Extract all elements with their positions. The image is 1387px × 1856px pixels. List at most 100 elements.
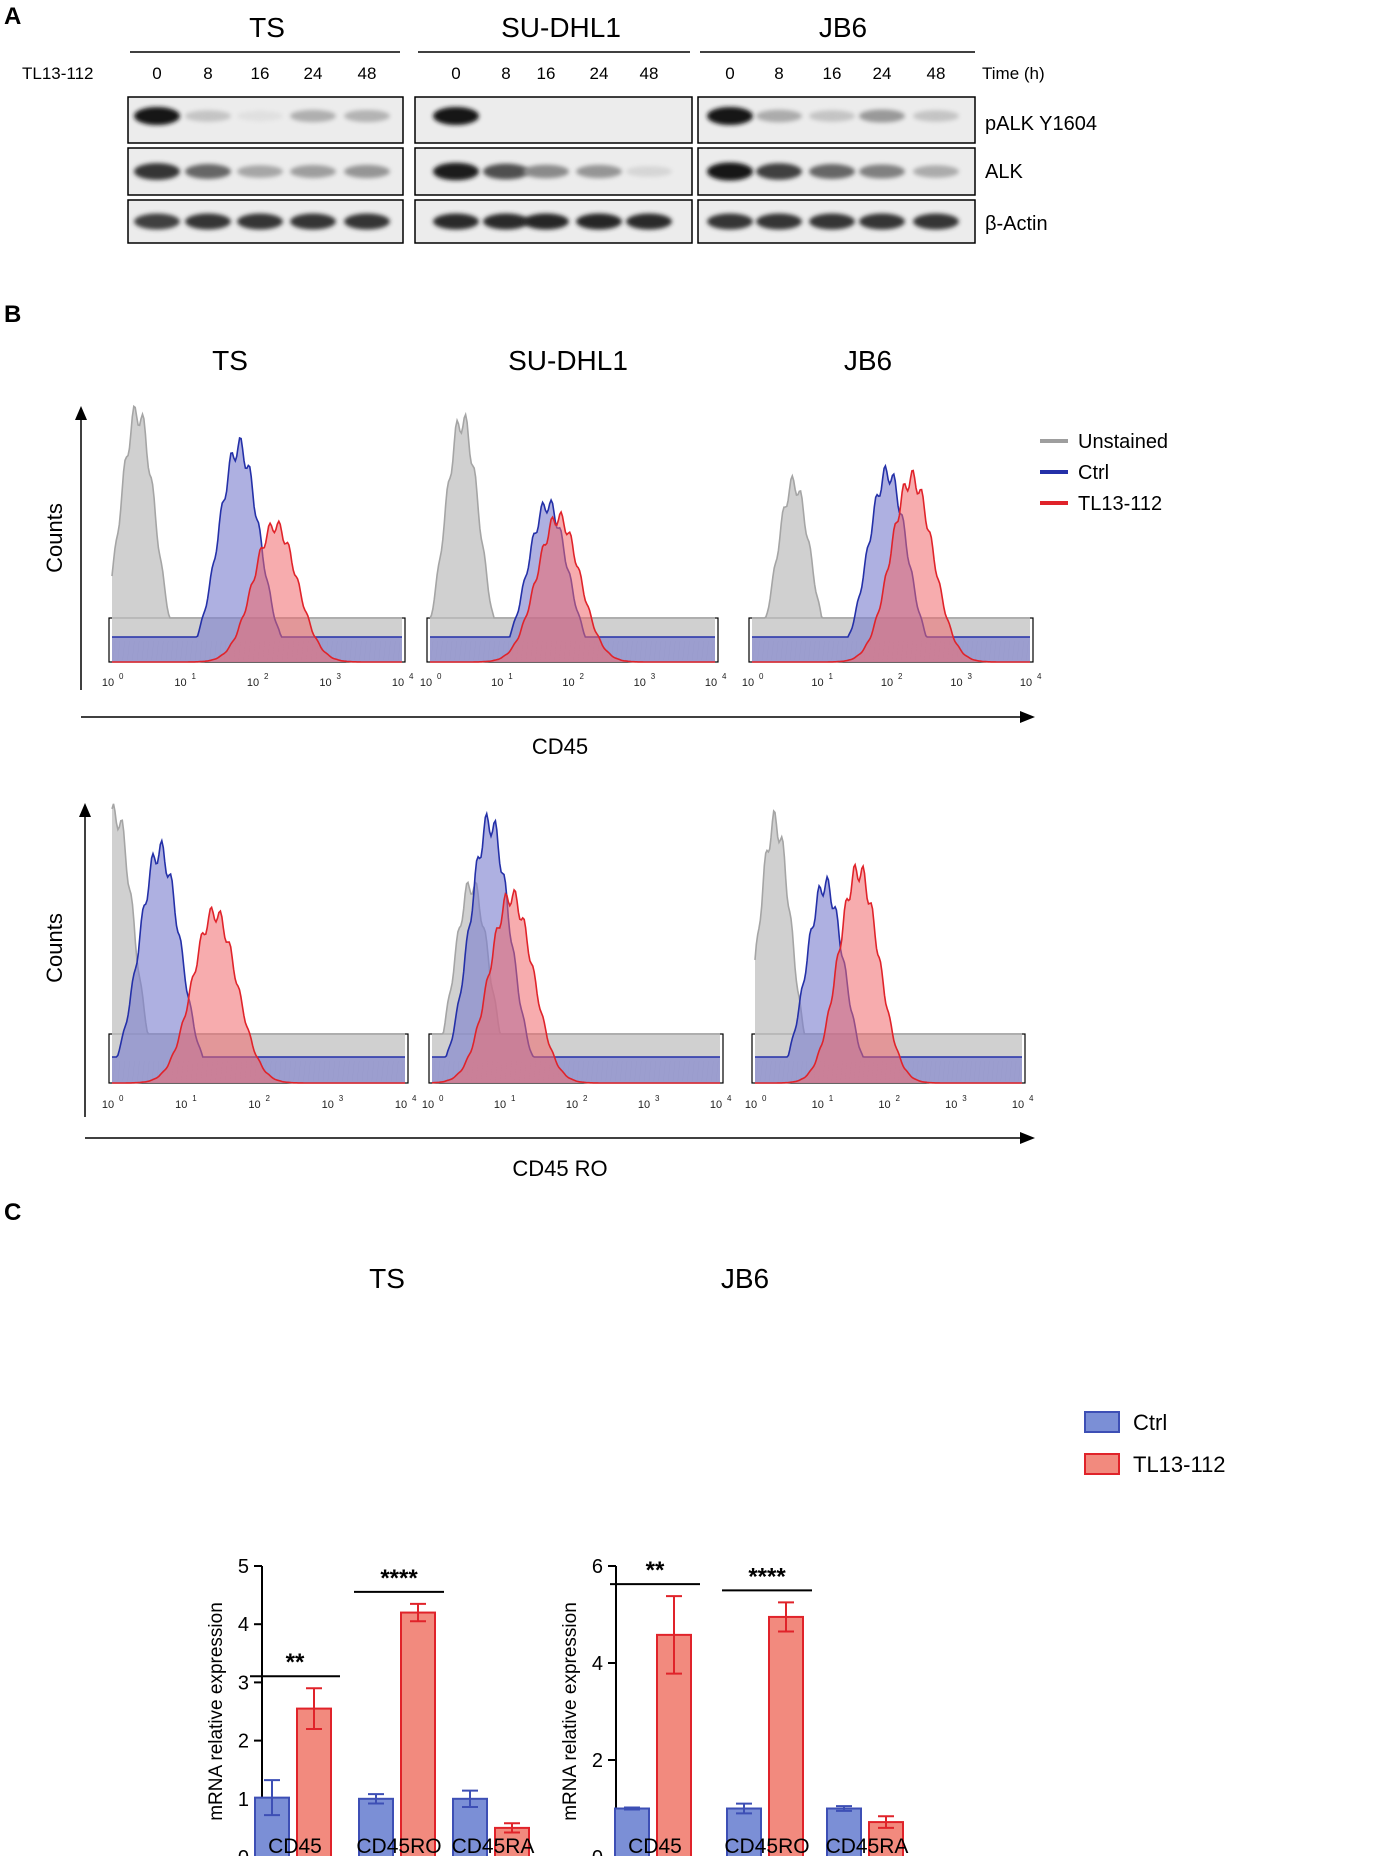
histogram-fill-tl (112, 907, 405, 1083)
flow-tick-label: 10 (1020, 677, 1032, 689)
band-SU-DHL1-1-2 (523, 164, 569, 179)
flow-tick-label: 10 (175, 1099, 187, 1111)
flow-tick-label: 10 (945, 1099, 957, 1111)
error-bar-TL13-112-CD45 (306, 1687, 322, 1730)
significance-stars-CD45: ** (646, 1557, 665, 1584)
flow-tick-exponent: 2 (264, 672, 269, 681)
bar-chart-ytick-label: 6 (592, 1556, 603, 1578)
flow-tick-label: 10 (745, 1099, 757, 1111)
histogram-fill-tl (112, 521, 402, 662)
flow-tick-exponent: 3 (337, 672, 342, 681)
bar-chart-ytick-label: 4 (592, 1653, 603, 1675)
flow-tick-label: 10 (422, 1099, 434, 1111)
bar-legend-label-tl: TL13-112 (1133, 1452, 1226, 1477)
bar-category-label-1-1: CD45RO (724, 1835, 809, 1856)
bar-Ctrl-CD45RA (826, 1807, 862, 1856)
flow-tick-exponent: 4 (722, 672, 727, 681)
band-SU-DHL1-1-1 (483, 163, 529, 180)
bar-chart-ytick-label: 1 (238, 1789, 249, 1811)
flow-x-arrow-row1 (1020, 711, 1035, 723)
band-SU-DHL1-2-3 (576, 213, 622, 230)
flow-tick-label: 10 (812, 1099, 824, 1111)
bar-chart-ytick-label: 0 (592, 1847, 603, 1856)
histogram-fill-ctrl (755, 876, 1022, 1083)
band-SU-DHL1-2-1 (483, 213, 529, 230)
wb-time-ts-8: 8 (203, 64, 212, 83)
flow-xlabel-row2: CD45 RO (512, 1156, 607, 1181)
flow-tick-label: 10 (322, 1099, 334, 1111)
wb-time-ts-16: 16 (251, 64, 270, 83)
bar-TL13-112-CD45 (296, 1707, 332, 1856)
flow-tick-exponent: 1 (192, 1094, 197, 1103)
wb-time-su-16: 16 (537, 64, 556, 83)
flow-ylabel-row2: Counts (42, 913, 67, 983)
significance-stars-CD45RO: **** (748, 1563, 786, 1590)
error-bar-Ctrl-CD45RA (462, 1789, 478, 1808)
flow-tick-label: 10 (494, 1099, 506, 1111)
band-TS-1-1 (185, 164, 231, 179)
bar-category-label-0-0: CD45 (268, 1835, 322, 1856)
error-bar-Ctrl-CD45RO (368, 1793, 384, 1805)
histogram-line-ctrl (112, 436, 402, 638)
flow-tick-exponent: 0 (762, 1094, 767, 1103)
band-TS-1-4 (344, 164, 390, 179)
wb-time-su-8: 8 (501, 64, 510, 83)
histogram-line-ctrl (112, 837, 405, 1058)
band-TS-2-0 (134, 213, 180, 230)
bar-chart-title-1: JB6 (721, 1263, 769, 1294)
band-JB6-2-2 (809, 213, 855, 230)
flow-panel: TS SU-DHL1 JB6 Unstained Ctrl TL13-112 1… (42, 345, 1168, 1181)
flow-tick-label: 10 (566, 1099, 578, 1111)
band-JB6-1-1 (756, 163, 802, 180)
histogram-fill-tl (432, 889, 720, 1083)
flow-tick-exponent: 2 (898, 672, 903, 681)
flow-tick-exponent: 4 (1029, 1094, 1034, 1103)
bar-chart-ytick-label: 0 (238, 1847, 249, 1856)
flow-legend: Unstained Ctrl TL13-112 (1040, 431, 1168, 515)
band-TS-1-2 (237, 165, 283, 178)
bar-Ctrl-CD45 (614, 1807, 650, 1856)
wb-time-jb-8: 8 (774, 64, 783, 83)
bar-category-label-1-0: CD45 (628, 1835, 682, 1856)
flow-tick-exponent: 0 (119, 672, 124, 681)
error-bar-TL13-112-CD45RO (410, 1602, 426, 1623)
flow-tick-label: 10 (634, 677, 646, 689)
panel-label-b: B (4, 301, 21, 328)
band-TS-2-3 (290, 213, 336, 230)
flow-tick-exponent: 3 (655, 1094, 660, 1103)
wb-time-jb-16: 16 (823, 64, 842, 83)
wb-row-label-alk: ALK (985, 161, 1023, 183)
flow-tick-exponent: 0 (439, 1094, 444, 1103)
wb-time-su-48: 48 (640, 64, 659, 83)
band-JB6-2-4 (913, 213, 959, 230)
histogram-fill-ctrl (112, 438, 402, 662)
wb-title-jb6: JB6 (819, 12, 867, 43)
error-bar-TL13-112-CD45 (666, 1595, 682, 1675)
band-JB6-2-0 (707, 213, 753, 230)
legend-label-tl: TL13-112 (1078, 493, 1162, 515)
band-JB6-0-1 (756, 109, 802, 123)
bar-legend-swatch-tl (1084, 1453, 1120, 1475)
flow-title-jb6: JB6 (844, 345, 892, 376)
panel-label-a: A (4, 3, 21, 30)
flow-title-ts: TS (212, 345, 248, 376)
wb-title-ts: TS (249, 12, 285, 43)
bar-chart-ylabel-1: mRNA relative expression (560, 1602, 581, 1821)
error-bar-Ctrl-CD45 (264, 1779, 280, 1817)
histogram-line-ctrl (432, 810, 720, 1058)
flow-tick-label: 10 (174, 677, 186, 689)
band-TS-0-2 (237, 110, 283, 122)
band-SU-DHL1-2-4 (626, 213, 672, 230)
panel-label-c: C (4, 1199, 21, 1226)
flow-tick-label: 10 (491, 677, 503, 689)
bar-category-label-0-2: CD45RA (452, 1835, 535, 1856)
flow-tick-label: 10 (1012, 1099, 1024, 1111)
histogram-line-ctrl (752, 463, 1030, 638)
flow-tick-label: 10 (392, 677, 404, 689)
bar-category-label-0-1: CD45RO (356, 1835, 441, 1856)
wb-blots (127, 96, 976, 244)
bar-TL13-112-CD45RO (400, 1611, 436, 1856)
flow-y-arrow-row1 (75, 406, 87, 420)
band-TS-0-0 (134, 107, 180, 125)
